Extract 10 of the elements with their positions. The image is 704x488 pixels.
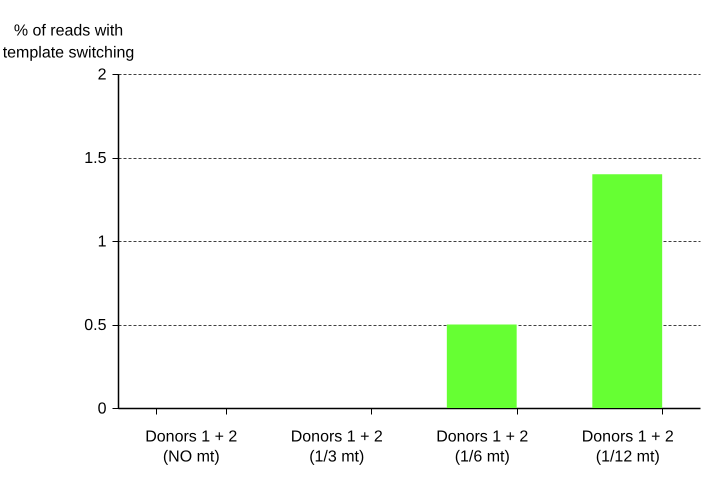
y-axis-title: % of reads with template switching [2, 22, 134, 62]
y-tick-label: 1.5 [84, 150, 107, 167]
x-tick-label: Donors 1 + 2 (1/6 mt) [436, 428, 528, 466]
y-tick-label: 2 [98, 66, 107, 84]
x-tick-label: Donors 1 + 2 (NO mt) [145, 428, 238, 466]
x-tick-label: Donors 1 + 2 (1/12 mt) [582, 428, 674, 466]
x-tick-label: Donors 1 + 2 (1/3 mt) [290, 428, 383, 466]
y-tick-label: 0.5 [84, 317, 107, 334]
y-tick-label: 0 [98, 400, 107, 418]
y-tick-label: 1 [98, 234, 107, 250]
